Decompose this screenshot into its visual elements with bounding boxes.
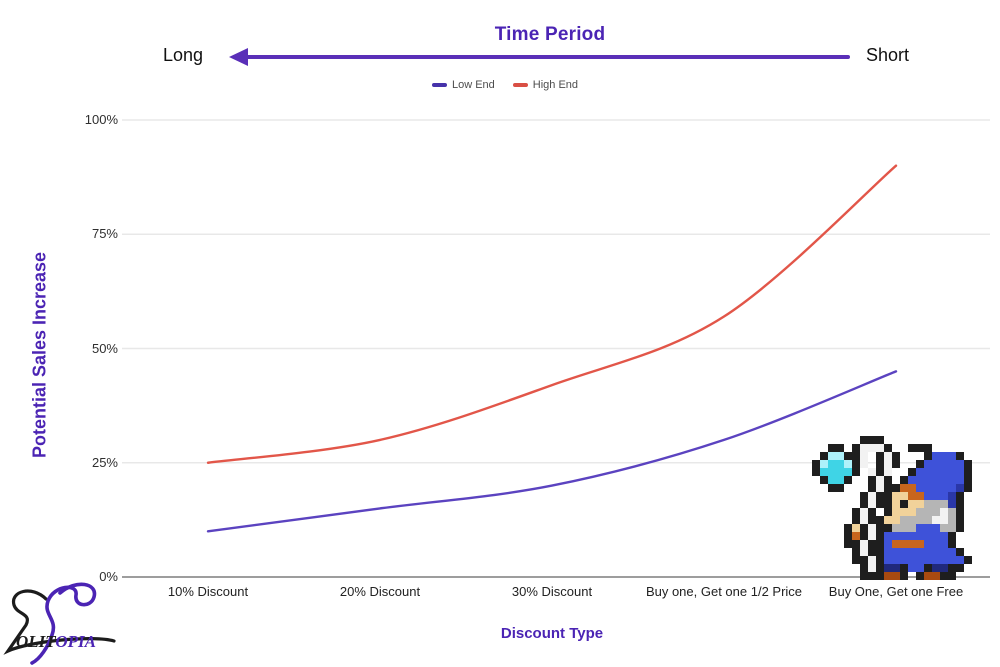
low-end-swatch-icon	[431, 83, 447, 87]
logo-purple-swirl	[30, 582, 97, 665]
secondary-axis-title: Time Period	[494, 24, 606, 45]
x-axis-title: Discount Type	[500, 625, 604, 642]
wizard-mascot-icon	[812, 436, 972, 580]
y-tick-75: 75%	[91, 226, 118, 241]
logo-wordmark: OLITOPIA	[16, 632, 96, 651]
y-axis-title: Potential Sales Increase	[29, 251, 50, 459]
time-short-label: Short	[866, 45, 910, 65]
y-tick-0: 0%	[99, 569, 118, 584]
y-tick-25: 25%	[91, 455, 118, 470]
x-tick: 20% Discount	[339, 584, 421, 599]
high-end-swatch-icon	[512, 83, 528, 87]
x-tick: Buy One, Get one Free	[828, 584, 964, 599]
arrow-left-icon	[229, 48, 248, 66]
low-end-line	[206, 370, 898, 533]
legend-item-low-end[interactable]: Low End	[431, 79, 495, 91]
legend-label: Low End	[451, 79, 495, 91]
legend-item-high-end[interactable]: High End	[512, 79, 579, 91]
zolitopia-logo: OLITOPIA	[3, 582, 116, 665]
legend-label: High End	[532, 79, 579, 91]
logo-black-swoosh	[3, 589, 116, 655]
y-tick-100: 100%	[84, 112, 118, 127]
time-long-label: Long	[163, 45, 204, 65]
y-tick-50: 50%	[91, 341, 118, 356]
legend: Low End High End	[10, 79, 1000, 91]
x-axis-labels: 10% Discount 20% Discount 30% Discount B…	[122, 584, 982, 599]
high-end-line	[206, 164, 898, 464]
x-tick: 30% Discount	[511, 584, 593, 599]
time-axis-arrow	[244, 55, 850, 59]
x-tick: 10% Discount	[167, 584, 249, 599]
x-tick: Buy one, Get one 1/2 Price	[645, 584, 803, 599]
